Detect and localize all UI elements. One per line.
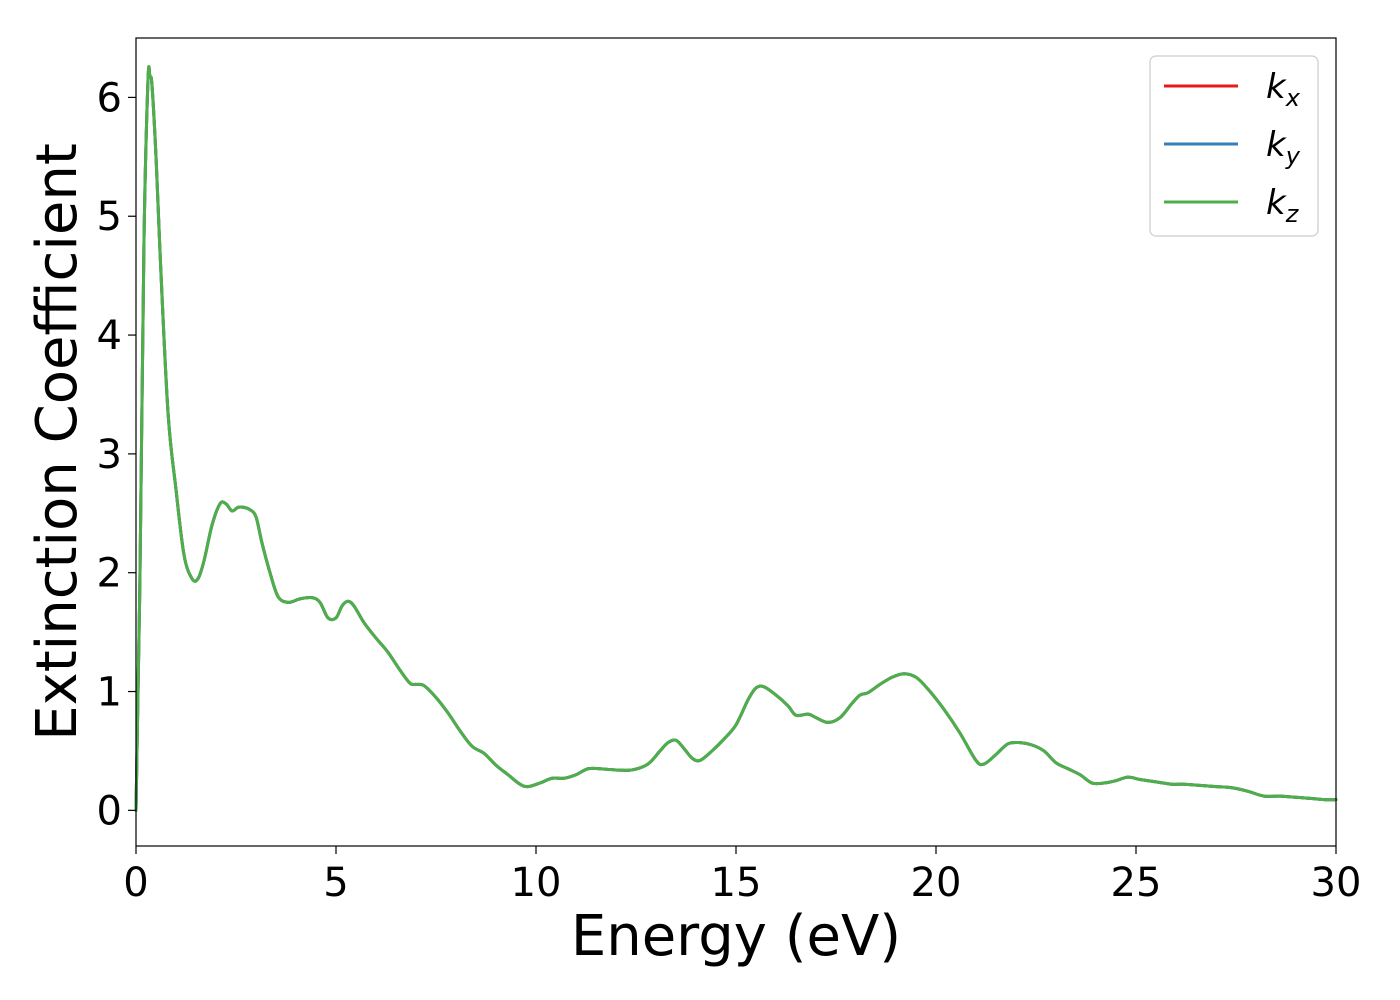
- legend-label-y: ky: [1266, 125, 1301, 170]
- legend-label-sub-x: x: [1285, 84, 1301, 112]
- legend-label-z: kz: [1266, 183, 1300, 228]
- legend-label-base-y: k: [1266, 125, 1287, 165]
- x-tick-label-0: 0: [123, 860, 148, 906]
- y-tick-label-5: 5: [97, 194, 122, 240]
- x-tick-label-2: 10: [511, 860, 562, 906]
- x-tick-label-4: 20: [911, 860, 962, 906]
- x-tick-label-3: 15: [711, 860, 762, 906]
- legend-label-x: kx: [1266, 67, 1301, 112]
- x-tick-label-6: 30: [1311, 860, 1362, 906]
- series-line-k-z: [134, 65, 1338, 812]
- series-layer: [134, 65, 1338, 812]
- x-axis-label: Energy (eV): [571, 904, 901, 969]
- y-tick-label-2: 2: [97, 551, 122, 597]
- y-tick-label-1: 1: [97, 670, 122, 716]
- legend-label-sub-z: z: [1285, 200, 1300, 228]
- y-tick-label-0: 0: [97, 788, 122, 834]
- y-axis-label: Extinction Coefficient: [25, 143, 90, 741]
- y-axis: 0 1 2 3 4 5 6: [97, 75, 136, 834]
- x-tick-label-1: 5: [323, 860, 348, 906]
- y-tick-label-3: 3: [97, 432, 122, 478]
- x-tick-label-5: 25: [1111, 860, 1162, 906]
- legend-label-base-z: k: [1266, 183, 1287, 223]
- legend-box: [1149, 55, 1319, 237]
- y-tick-label-6: 6: [97, 75, 122, 121]
- x-axis: 0 5 10 15 20 25 30: [123, 846, 1361, 906]
- plot-background: [136, 38, 1336, 846]
- y-tick-label-4: 4: [97, 313, 122, 359]
- legend-label-base-x: k: [1266, 67, 1287, 107]
- legend-label-sub-y: y: [1285, 142, 1301, 170]
